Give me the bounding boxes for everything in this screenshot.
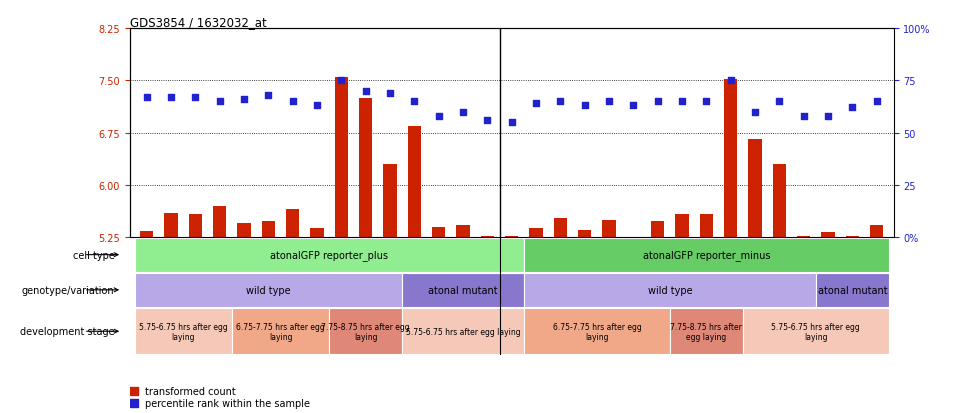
Point — [260, 93, 276, 99]
Point — [869, 99, 884, 105]
Bar — [749, 140, 762, 237]
Point — [309, 103, 325, 109]
Bar — [135, 238, 524, 272]
Point — [505, 119, 520, 126]
Text: 5.75-6.75 hrs after egg
laying: 5.75-6.75 hrs after egg laying — [772, 322, 860, 341]
Point — [577, 103, 592, 109]
Point — [772, 99, 787, 105]
Text: 6.75-7.75 hrs after egg
laying: 6.75-7.75 hrs after egg laying — [553, 322, 641, 341]
Text: 7.75-8.75 hrs after egg
laying: 7.75-8.75 hrs after egg laying — [321, 322, 410, 341]
Point — [358, 88, 374, 95]
Bar — [724, 80, 737, 237]
Bar — [816, 273, 889, 307]
Point — [382, 90, 398, 97]
Text: wild type: wild type — [246, 285, 291, 295]
Point — [236, 97, 252, 103]
Bar — [870, 225, 883, 237]
Point — [626, 103, 641, 109]
Bar — [432, 227, 446, 237]
Bar — [530, 228, 543, 237]
Point — [431, 113, 447, 120]
Point — [126, 400, 141, 407]
Bar — [237, 223, 251, 237]
Point — [529, 101, 544, 107]
Text: cell type: cell type — [73, 250, 114, 260]
Bar — [383, 164, 397, 237]
Bar — [403, 309, 524, 354]
Bar — [524, 238, 889, 272]
Text: 7.75-8.75 hrs after
egg laying: 7.75-8.75 hrs after egg laying — [671, 322, 742, 341]
Text: 5.75-6.75 hrs after egg laying: 5.75-6.75 hrs after egg laying — [406, 327, 521, 336]
Bar — [164, 213, 178, 237]
Bar — [578, 230, 591, 237]
Bar — [140, 232, 154, 237]
Text: wild type: wild type — [648, 285, 692, 295]
Text: atonal mutant: atonal mutant — [818, 285, 887, 295]
Text: 6.75-7.75 hrs after egg
laying: 6.75-7.75 hrs after egg laying — [236, 322, 325, 341]
Bar — [773, 164, 786, 237]
Bar — [651, 221, 664, 237]
Bar — [261, 221, 275, 237]
Bar — [359, 98, 373, 237]
Bar — [330, 309, 403, 354]
Point — [675, 99, 690, 105]
Point — [480, 117, 495, 124]
Text: atonalGFP reporter_plus: atonalGFP reporter_plus — [270, 249, 388, 261]
Point — [456, 109, 471, 116]
Point — [650, 99, 665, 105]
Bar — [286, 210, 300, 237]
Point — [699, 99, 714, 105]
Bar — [407, 126, 421, 237]
Point — [845, 105, 860, 112]
Bar — [700, 214, 713, 237]
Bar — [505, 236, 518, 237]
Bar — [135, 273, 403, 307]
Point — [821, 113, 836, 120]
Bar — [310, 228, 324, 237]
Bar — [603, 220, 616, 237]
Point — [212, 99, 228, 105]
Bar — [524, 309, 670, 354]
Text: genotype/variation: genotype/variation — [22, 285, 114, 295]
Point — [723, 78, 738, 84]
Bar — [743, 309, 889, 354]
Bar — [822, 233, 835, 237]
Bar — [213, 206, 227, 237]
Text: GDS3854 / 1632032_at: GDS3854 / 1632032_at — [130, 16, 266, 29]
Point — [187, 95, 203, 101]
Bar — [554, 219, 567, 237]
Point — [796, 113, 811, 120]
Point — [126, 388, 141, 394]
Text: development stage: development stage — [20, 326, 114, 337]
Text: atonalGFP reporter_minus: atonalGFP reporter_minus — [643, 249, 770, 261]
Point — [602, 99, 617, 105]
Text: transformed count: transformed count — [145, 386, 235, 396]
Bar — [524, 273, 816, 307]
Point — [285, 99, 301, 105]
Bar — [676, 214, 689, 237]
Bar — [403, 273, 524, 307]
Point — [163, 95, 179, 101]
Point — [407, 99, 422, 105]
Text: atonal mutant: atonal mutant — [429, 285, 498, 295]
Point — [333, 78, 349, 84]
Point — [139, 95, 155, 101]
Point — [553, 99, 568, 105]
Text: 5.75-6.75 hrs after egg
laying: 5.75-6.75 hrs after egg laying — [139, 322, 228, 341]
Bar — [334, 78, 348, 237]
Bar — [670, 309, 743, 354]
Bar — [456, 225, 470, 237]
Bar — [232, 309, 330, 354]
Point — [748, 109, 763, 116]
Text: percentile rank within the sample: percentile rank within the sample — [145, 399, 310, 408]
Bar — [188, 214, 202, 237]
Bar — [135, 309, 232, 354]
